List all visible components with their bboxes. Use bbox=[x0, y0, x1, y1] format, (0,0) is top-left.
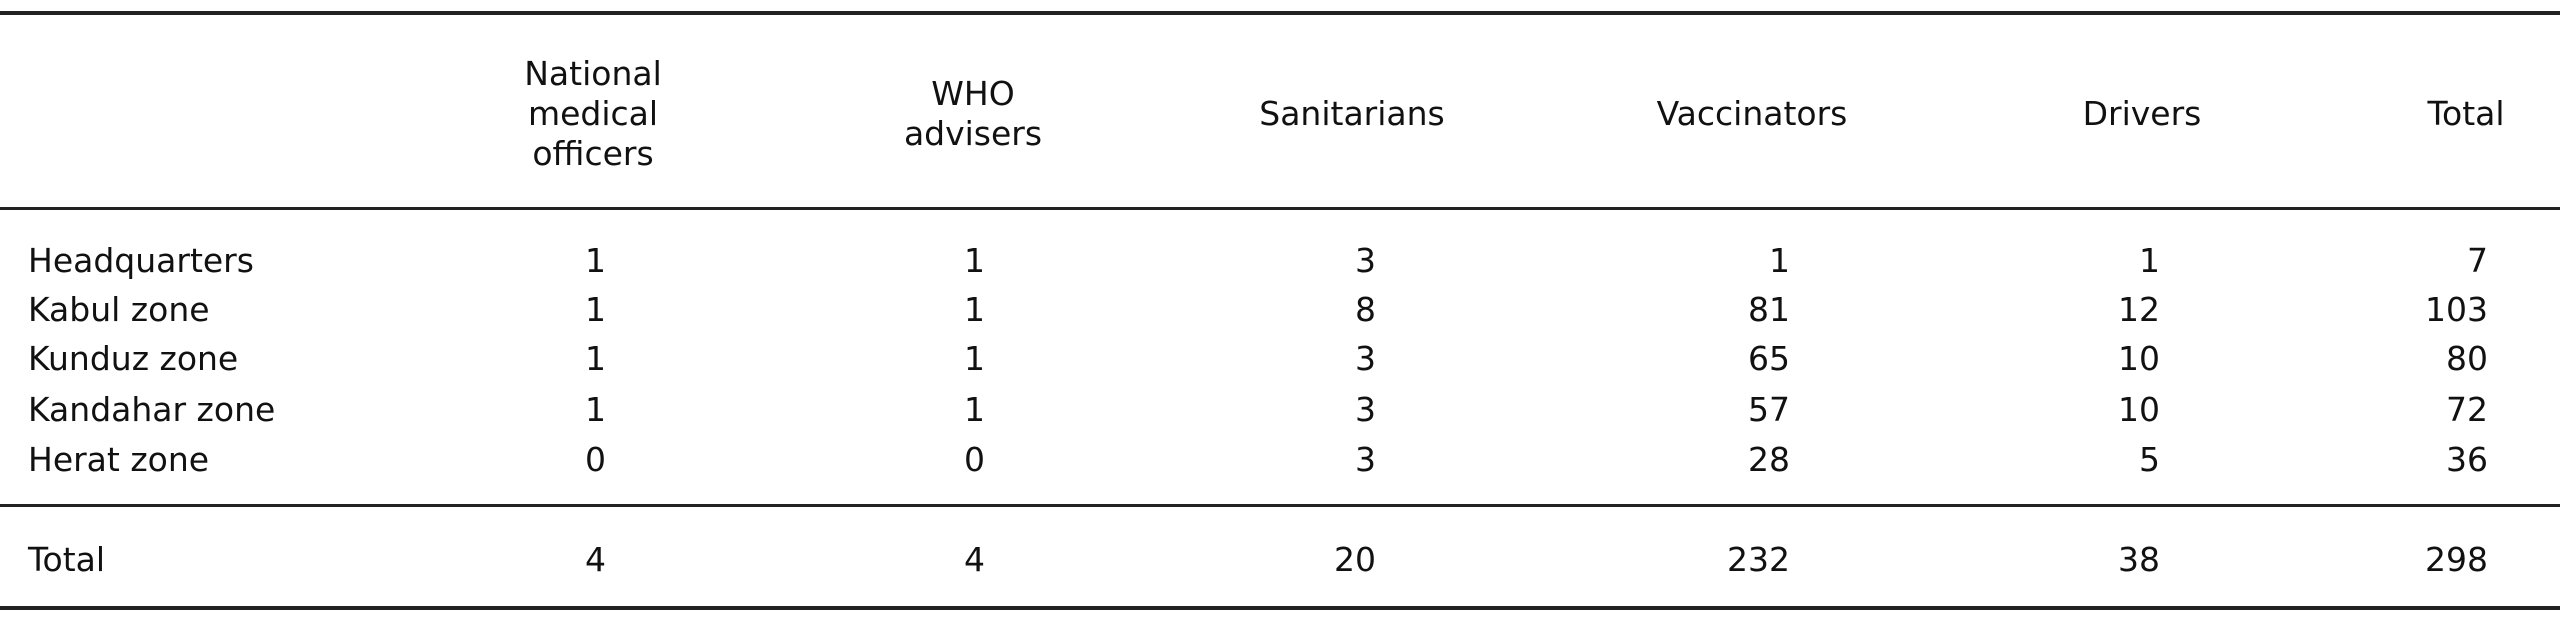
row-value: 81 bbox=[1748, 290, 1790, 329]
column-header: Vaccinators bbox=[1656, 94, 1848, 133]
total-value: 20 bbox=[1334, 540, 1376, 579]
total-value: 4 bbox=[585, 540, 606, 579]
total-value: 298 bbox=[2425, 540, 2488, 579]
row-value: 1 bbox=[964, 290, 985, 329]
row-value: 1 bbox=[2139, 241, 2160, 280]
total-value: 38 bbox=[2118, 540, 2160, 579]
row-value: 10 bbox=[2118, 339, 2160, 378]
row-value: 12 bbox=[2118, 290, 2160, 329]
row-value: 1 bbox=[964, 339, 985, 378]
column-header: Drivers bbox=[2082, 94, 2202, 133]
total-rule bbox=[0, 504, 2560, 507]
total-value: 4 bbox=[964, 540, 985, 579]
column-header: WHO advisers bbox=[903, 74, 1043, 153]
column-header: Total bbox=[2427, 94, 2505, 133]
row-value: 103 bbox=[2425, 290, 2488, 329]
top-rule bbox=[0, 11, 2560, 15]
row-label: Kabul zone bbox=[28, 290, 210, 329]
row-value: 1 bbox=[585, 390, 606, 429]
row-label: Herat zone bbox=[28, 440, 210, 479]
row-value: 8 bbox=[1355, 290, 1376, 329]
row-value: 1 bbox=[585, 339, 606, 378]
row-value: 0 bbox=[585, 440, 606, 479]
row-value: 3 bbox=[1355, 241, 1376, 280]
row-value: 0 bbox=[964, 440, 985, 479]
row-label: Headquarters bbox=[28, 241, 254, 280]
header-rule bbox=[0, 207, 2560, 210]
row-value: 3 bbox=[1355, 339, 1376, 378]
row-value: 28 bbox=[1748, 440, 1790, 479]
row-label: Kandahar zone bbox=[28, 390, 276, 429]
row-value: 65 bbox=[1748, 339, 1790, 378]
row-value: 1 bbox=[1769, 241, 1790, 280]
row-value: 1 bbox=[585, 241, 606, 280]
row-value: 80 bbox=[2446, 339, 2488, 378]
bottom-rule bbox=[0, 606, 2560, 610]
row-value: 1 bbox=[964, 390, 985, 429]
row-value: 10 bbox=[2118, 390, 2160, 429]
row-value: 36 bbox=[2446, 440, 2488, 479]
row-label: Kunduz zone bbox=[28, 339, 239, 378]
total-value: 232 bbox=[1727, 540, 1790, 579]
total-label: Total bbox=[28, 540, 106, 579]
row-value: 72 bbox=[2446, 390, 2488, 429]
column-header: National medical officers bbox=[524, 54, 662, 173]
row-value: 1 bbox=[585, 290, 606, 329]
row-value: 3 bbox=[1355, 390, 1376, 429]
row-value: 7 bbox=[2467, 241, 2488, 280]
column-header: Sanitarians bbox=[1259, 94, 1445, 133]
row-value: 1 bbox=[964, 241, 985, 280]
row-value: 5 bbox=[2139, 440, 2160, 479]
row-value: 3 bbox=[1355, 440, 1376, 479]
row-value: 57 bbox=[1748, 390, 1790, 429]
